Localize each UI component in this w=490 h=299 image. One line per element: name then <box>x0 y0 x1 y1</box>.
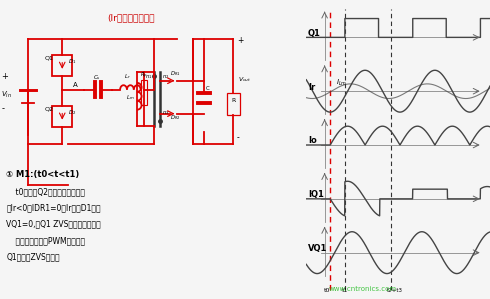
Text: $D_2$: $D_2$ <box>68 108 76 117</box>
Text: $D_{R1}$: $D_{R1}$ <box>170 69 180 78</box>
Text: Q2: Q2 <box>45 107 53 112</box>
Text: t2+t3: t2+t3 <box>387 288 402 292</box>
Text: -: - <box>237 134 240 143</box>
Text: t0时刻，Q2恰好关断，谐振电: t0时刻，Q2恰好关断，谐振电 <box>6 187 85 196</box>
Text: $n_3$: $n_3$ <box>162 109 170 117</box>
Text: A: A <box>73 82 78 88</box>
Text: www.cntronics.com: www.cntronics.com <box>328 286 396 292</box>
Text: $L_m$: $L_m$ <box>126 93 135 102</box>
Text: $V_{out}$: $V_{out}$ <box>238 75 251 84</box>
Text: $C_s$: $C_s$ <box>93 73 101 82</box>
Text: Ir: Ir <box>308 83 316 91</box>
Text: ① M1:(t0<t<t1): ① M1:(t0<t<t1) <box>6 170 79 179</box>
Text: VQ1=0,为Q1 ZVS开通创造条件。: VQ1=0,为Q1 ZVS开通创造条件。 <box>6 220 101 229</box>
Text: $V_{in}$: $V_{in}$ <box>0 90 12 100</box>
Text: t1: t1 <box>342 288 348 292</box>
Text: Q1: Q1 <box>308 29 321 38</box>
Text: 流Ir<0，IDR1=0。Ir流经D1，使: 流Ir<0，IDR1=0。Ir流经D1，使 <box>6 203 101 212</box>
Text: $n_2$: $n_2$ <box>162 73 170 81</box>
Bar <box>141 80 147 105</box>
Bar <box>52 55 72 76</box>
Text: +: + <box>1 72 8 81</box>
Bar <box>227 93 240 115</box>
Text: 在这个过程中，PWM信号加在: 在这个过程中，PWM信号加在 <box>6 236 85 245</box>
Text: +: + <box>237 36 244 45</box>
Text: $L_r$: $L_r$ <box>124 72 131 81</box>
Text: Io: Io <box>308 136 317 145</box>
Text: $I_{Lm}$: $I_{Lm}$ <box>336 78 347 89</box>
Text: C: C <box>205 86 209 91</box>
Text: $D_1$: $D_1$ <box>68 57 76 66</box>
Text: t0: t0 <box>324 288 331 292</box>
Text: $R_p$: $R_p$ <box>140 71 148 81</box>
Text: R: R <box>231 98 236 103</box>
Text: Q1上使其ZVS开通。: Q1上使其ZVS开通。 <box>6 253 60 262</box>
Text: (Ir从左向右为正）: (Ir从左向右为正） <box>107 13 154 22</box>
Bar <box>52 106 72 127</box>
Text: Q1: Q1 <box>45 56 53 61</box>
Text: VQ1: VQ1 <box>308 244 327 253</box>
Text: -: - <box>1 104 4 113</box>
Text: $n_1$: $n_1$ <box>145 73 152 81</box>
Text: IQ1: IQ1 <box>308 190 324 199</box>
Text: $D_{R2}$: $D_{R2}$ <box>170 114 180 123</box>
